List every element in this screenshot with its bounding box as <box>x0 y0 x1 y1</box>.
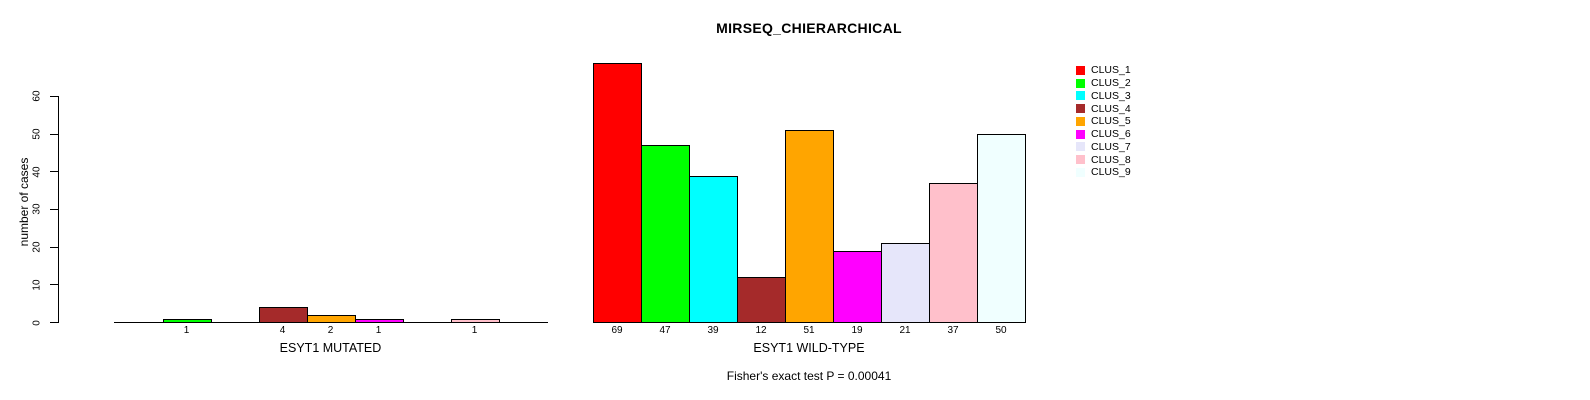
bar-clus_1 <box>593 62 642 323</box>
bar-clus_8 <box>929 183 978 323</box>
legend-label: CLUS_4 <box>1091 102 1131 115</box>
y-tick-label: 50 <box>31 128 43 140</box>
bar-clus_2 <box>162 318 212 323</box>
legend-swatch <box>1076 167 1085 177</box>
legend-swatch <box>1076 104 1085 114</box>
chart-title: MIRSEQ_CHIERARCHICAL <box>716 20 902 36</box>
bar-value-label: 39 <box>707 325 719 336</box>
y-tick-mark <box>50 246 58 248</box>
panel-esyt1-wild-type: 69 47 39 12 51 19 21 37 50 ESYT1 WILD-TYPE Fishe… <box>592 0 1026 400</box>
legend-label: CLUS_5 <box>1091 115 1131 128</box>
legend-label: CLUS_9 <box>1091 166 1131 179</box>
bar-clus_5 <box>785 130 834 323</box>
y-tick-label: 60 <box>31 90 43 103</box>
y-tick-label: 20 <box>31 241 43 253</box>
legend-swatch <box>1076 116 1085 126</box>
y-tick-mark <box>50 95 58 97</box>
bar-value-label: 12 <box>755 325 767 336</box>
legend-item: CLUS_3 <box>1076 90 1131 103</box>
bar-value-label: 1 <box>471 325 478 336</box>
y-tick-mark <box>50 284 58 286</box>
legend-swatch <box>1076 155 1085 165</box>
legend-label: CLUS_2 <box>1091 77 1131 90</box>
bar-clus_4 <box>258 307 308 323</box>
y-axis-label: number of cases <box>17 157 31 247</box>
bar-clus_3 <box>689 175 738 323</box>
bar-clus_7 <box>881 243 930 323</box>
y-tick-mark <box>50 133 58 135</box>
legend-item: CLUS_8 <box>1076 153 1131 166</box>
legend-swatch <box>1076 91 1085 101</box>
legend-label: CLUS_3 <box>1091 89 1131 102</box>
y-tick-label: 10 <box>31 279 43 291</box>
y-tick-label: 40 <box>31 166 43 178</box>
legend-swatch <box>1076 142 1085 152</box>
bar-value-label: 21 <box>899 325 911 336</box>
legend-item: CLUS_1 <box>1076 64 1131 77</box>
panel-esyt1-mutated: 1 4 2 1 1 ESYT1 MUTATED <box>114 0 548 400</box>
x-axis-title: ESYT1 MUTATED <box>279 341 382 355</box>
bar-value-label: 47 <box>659 325 671 336</box>
legend-item: CLUS_2 <box>1076 77 1131 90</box>
bar-value-label: 19 <box>851 325 863 336</box>
bar-value-label: 1 <box>183 325 190 336</box>
legend-label: CLUS_8 <box>1091 153 1131 166</box>
bar-value-label: 2 <box>327 325 334 336</box>
bar-value-label: 50 <box>995 325 1007 336</box>
y-tick-mark <box>50 171 58 173</box>
y-tick-mark <box>50 208 58 210</box>
y-tick-label: 0 <box>31 319 43 326</box>
bar-clus_6 <box>833 250 882 323</box>
legend-label: CLUS_1 <box>1091 64 1131 77</box>
bar-value-label: 69 <box>611 325 623 336</box>
legend-label: CLUS_6 <box>1091 128 1131 141</box>
bar-clus_8 <box>450 318 500 323</box>
bar-value-label: 37 <box>947 325 959 336</box>
bars-container: 69 47 39 12 51 19 21 37 50 <box>593 0 1026 400</box>
legend-item: CLUS_6 <box>1076 128 1131 141</box>
legend-item: CLUS_7 <box>1076 141 1131 154</box>
y-axis-line <box>58 96 59 323</box>
y-tick-mark <box>50 322 58 323</box>
bar-value-label: 51 <box>803 325 815 336</box>
legend: CLUS_1 CLUS_2 CLUS_3 CLUS_4 CLUS_5 CLUS_6 CLUS… <box>1076 64 1131 179</box>
bar-clus_4 <box>737 277 786 323</box>
bar-clus_9 <box>977 134 1026 323</box>
bar-value-label: 1 <box>375 325 382 336</box>
y-tick-label: 30 <box>31 203 43 216</box>
bar-clus_6 <box>354 318 404 323</box>
x-axis-title: ESYT1 WILD-TYPE <box>753 341 865 355</box>
legend-item: CLUS_9 <box>1076 166 1131 179</box>
fisher-test-annotation: Fisher's exact test P = 0.00041 <box>726 369 892 383</box>
legend-swatch <box>1076 65 1085 75</box>
legend-label: CLUS_7 <box>1091 140 1131 153</box>
legend-item: CLUS_5 <box>1076 115 1131 128</box>
bar-clus_5 <box>306 314 356 323</box>
legend-swatch <box>1076 129 1085 139</box>
bars-container: 1 4 2 1 1 <box>115 0 547 400</box>
legend-item: CLUS_4 <box>1076 102 1131 115</box>
bar-value-label: 4 <box>279 325 286 336</box>
bar-clus_2 <box>641 145 690 323</box>
legend-swatch <box>1076 78 1085 88</box>
